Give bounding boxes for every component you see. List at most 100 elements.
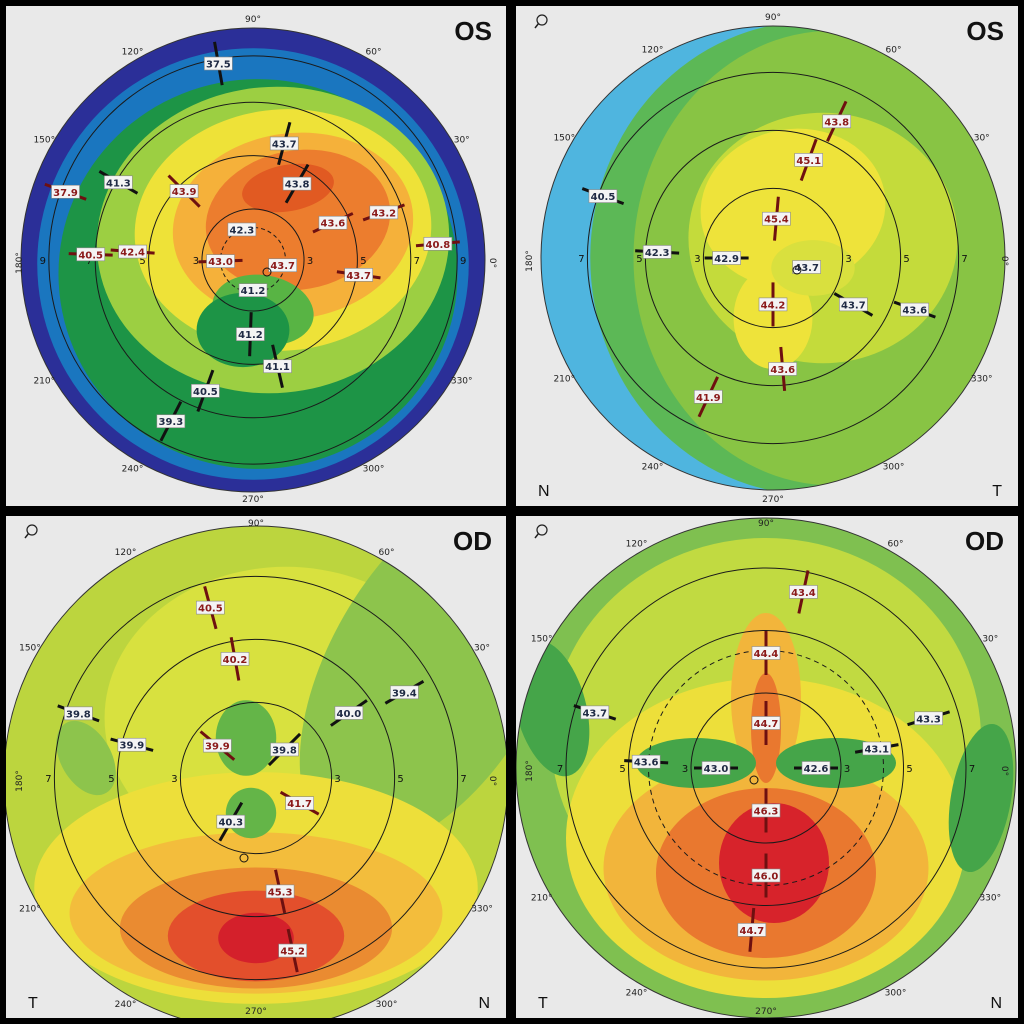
keratometry-value-box — [751, 868, 781, 883]
degree-label: 180° — [15, 770, 25, 792]
keratometry-value-box — [751, 716, 781, 730]
keratometry-value-box — [169, 184, 199, 198]
eye-label: OS — [454, 16, 492, 46]
keratometry-value: 39.8 — [272, 745, 297, 756]
pupil-center-marker — [239, 853, 249, 863]
degree-label: 150° — [553, 134, 575, 144]
keratometry-value-box — [156, 414, 186, 429]
keratometry-value: 43.3 — [916, 714, 941, 725]
keratometry-value: 37.5 — [206, 60, 231, 71]
keratometry-value-box — [423, 237, 453, 251]
degree-label: 300° — [363, 465, 385, 475]
map-outer-edge — [6, 525, 506, 1018]
keratometry-value-box — [104, 175, 133, 190]
degree-label: 330° — [971, 375, 993, 385]
keratometry-value-box — [390, 685, 419, 700]
magnifier-icon[interactable] — [534, 14, 548, 29]
keratometry-value-box — [265, 884, 295, 899]
keratometry-value-box — [369, 205, 399, 220]
keratometry-value-box — [792, 260, 821, 274]
keratometry-value: 46.0 — [754, 872, 779, 883]
zone-ring — [690, 692, 842, 844]
degree-label: 210° — [531, 894, 553, 904]
keratometry-value: 43.6 — [770, 365, 795, 376]
degree-label: 0° — [487, 258, 497, 268]
zone-ring — [116, 638, 396, 918]
degree-label: 300° — [376, 1000, 398, 1010]
ring-label: 3 — [844, 764, 850, 775]
topography-map: 3 3 5 5 7 7 9 9 90° 60° 30° 0° 330° 300° 270° 240° 210° 1… — [15, 15, 497, 505]
corner-label-left: T — [538, 995, 548, 1012]
degree-label: 270° — [242, 495, 264, 505]
ring-label: 5 — [636, 254, 642, 265]
magnifier-icon[interactable] — [534, 524, 548, 539]
keratometry-value-box — [318, 215, 348, 230]
keratometry-value-box — [762, 211, 791, 226]
pupil-center-marker — [792, 265, 802, 275]
ring-label: 3 — [334, 774, 340, 785]
keratometry-value: 44.7 — [754, 719, 779, 730]
degree-label: 30° — [982, 635, 998, 645]
keratometry-value: 42.3 — [230, 225, 255, 236]
keratometry-value: 44.7 — [739, 926, 764, 937]
keratometry-value-box — [117, 737, 147, 752]
degree-label: 240° — [122, 465, 144, 475]
zone-ring — [148, 155, 358, 365]
keratometry-value: 39.4 — [392, 688, 417, 699]
ring-label: 5 — [108, 774, 114, 785]
topography-map: 3 3 5 5 7 7 90° 60° 30° 0° 330° 300° 270° 240° 210° 180… — [516, 517, 1017, 1018]
keratometry-value-box — [238, 283, 268, 297]
degree-label: 30° — [454, 136, 470, 146]
map-panel-bottom-left: 3 3 5 5 7 7 90° 60° 30° 0° 330° 300° 270° 240° 210° 180… — [6, 516, 506, 1018]
ring-label: 5 — [903, 254, 909, 265]
degree-label: 300° — [883, 463, 905, 473]
keratometry-value-box — [64, 706, 93, 721]
keratometry-value: 46.3 — [754, 807, 779, 818]
zone-ring — [53, 575, 459, 981]
keratometry-value: 45.2 — [280, 947, 305, 958]
degree-label: 330° — [471, 905, 493, 915]
map-outer-edge — [516, 517, 1017, 1018]
degree-label: 330° — [451, 377, 473, 387]
map-panel-top-left: 3 3 5 5 7 7 9 9 90° 60° 30° 0° 330° 300° 270° 240° 210° 1… — [6, 6, 506, 506]
keratometry-value: 40.5 — [198, 604, 223, 615]
ring-label: 5 — [139, 256, 145, 267]
keratometry-value-box — [118, 244, 147, 259]
keratometry-value: 37.9 — [53, 188, 78, 199]
degree-label: 240° — [115, 1000, 137, 1010]
keratometry-value-box — [631, 754, 661, 769]
map-outer-edge — [540, 25, 1006, 491]
ring-label: 3 — [682, 764, 688, 775]
ring-label: 9 — [460, 256, 466, 267]
keratometry-value-box — [822, 114, 852, 129]
keratometry-value: 39.9 — [120, 741, 145, 752]
keratometry-value-box — [914, 711, 943, 726]
keratometry-value: 40.0 — [337, 709, 362, 720]
degree-label: 150° — [19, 644, 41, 654]
map-panel-top-right: 3 3 5 5 7 7 90° 60° 30° 0° 330° 300° 270° 240° 210° 180… — [516, 6, 1018, 506]
ring-label: 5 — [397, 774, 403, 785]
keratometry-value-box — [282, 176, 312, 191]
degree-label: 180° — [15, 252, 25, 274]
eye-label: OS — [966, 16, 1004, 46]
keratometry-value-box — [191, 384, 220, 398]
ring-label: 7 — [460, 774, 466, 785]
keratometry-value: 39.8 — [66, 709, 91, 720]
degree-label: 210° — [553, 375, 575, 385]
keratometry-value: 43.7 — [272, 139, 297, 150]
keratometry-value: 43.2 — [371, 208, 396, 219]
keratometry-value: 43.1 — [864, 744, 889, 755]
magnifier-icon[interactable] — [24, 524, 38, 539]
degree-label: 0° — [999, 256, 1009, 266]
degree-label: 180° — [525, 250, 535, 272]
keratometry-value: 41.1 — [265, 362, 290, 373]
keratometry-value-box — [216, 814, 246, 829]
keratometry-value-box — [693, 389, 723, 404]
zone-ring — [201, 208, 305, 312]
keratometry-value-box — [269, 136, 299, 151]
keratometry-value: 43.6 — [321, 219, 346, 230]
degree-label: 90° — [765, 13, 781, 23]
degree-label: 210° — [19, 905, 41, 915]
keratometry-value: 41.2 — [238, 330, 263, 341]
